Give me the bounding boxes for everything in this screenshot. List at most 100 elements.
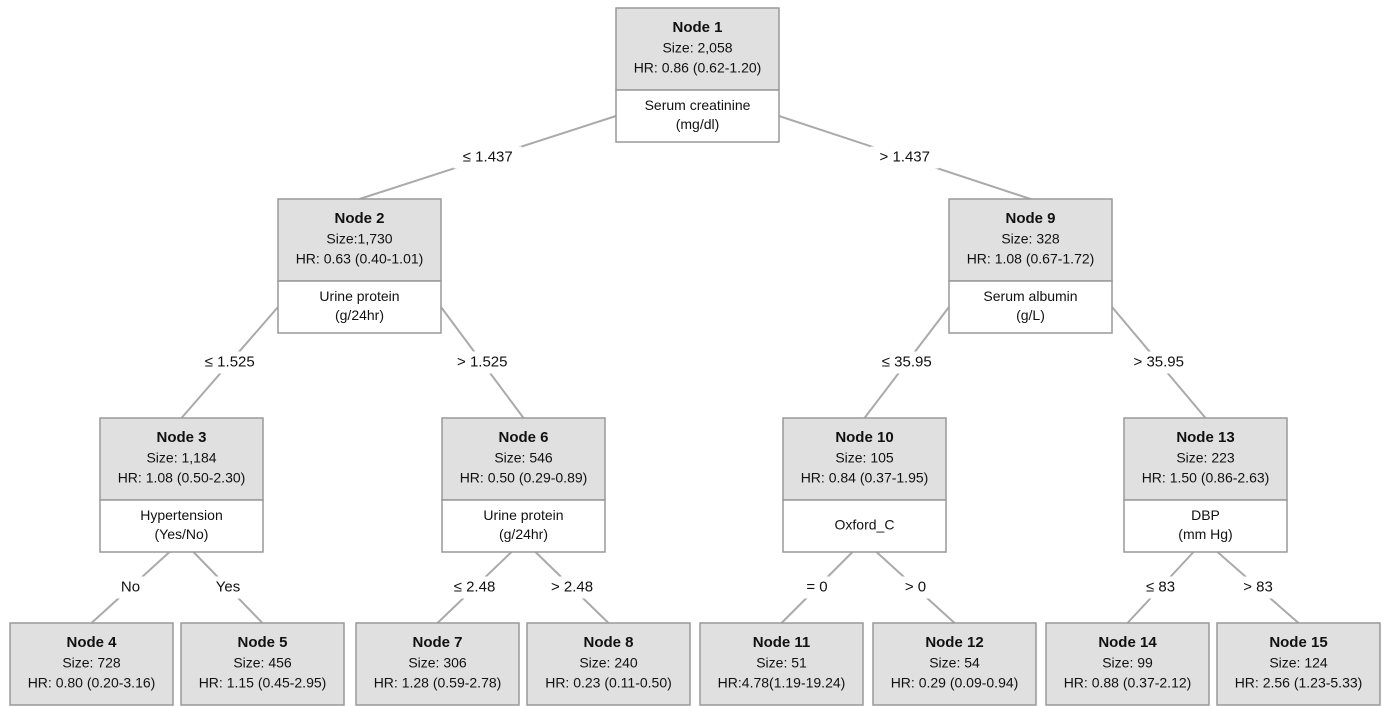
- node-header: [699, 622, 864, 706]
- label-bg: [444, 576, 505, 599]
- label-bg: [448, 351, 517, 374]
- node-header: [1216, 622, 1381, 706]
- branch-label: ≤ 83: [1146, 578, 1175, 595]
- split-variable: (mg/dl): [676, 116, 720, 132]
- node-size: Size: 105: [835, 450, 894, 466]
- label-bg: [542, 576, 602, 599]
- node: Node 8 Size: 240 HR: 0.23 (0.11-0.50): [526, 622, 691, 706]
- split-variable: DBP: [1191, 507, 1220, 523]
- branch-label: > 1.437: [880, 148, 930, 165]
- node-size: Size: 51: [756, 655, 807, 671]
- node-title: Node 6: [498, 429, 548, 446]
- node-title: Node 5: [237, 634, 287, 651]
- split-box: [782, 499, 947, 553]
- node-title: Node 9: [1005, 210, 1055, 227]
- branch-label: Yes: [216, 578, 240, 595]
- label-bg: [872, 351, 941, 374]
- node: Node 6 Size: 546 HR: 0.50 (0.29-0.89) Urine…: [441, 417, 606, 553]
- node-header: [355, 622, 520, 706]
- node-hr: HR: 0.29 (0.09-0.94): [891, 675, 1019, 691]
- branch-label: ≤ 1.525: [205, 353, 255, 370]
- node-header: [441, 417, 606, 501]
- label-bg: [1124, 351, 1193, 374]
- branch-label: > 1.525: [457, 353, 507, 370]
- split-box: [441, 499, 606, 553]
- split-box: [277, 280, 442, 334]
- node-hr: HR: 2.56 (1.23-5.33): [1235, 675, 1363, 691]
- node-header: [1123, 417, 1288, 501]
- split-box: [615, 89, 780, 143]
- label-bg: [210, 576, 246, 599]
- node-size: Size: 328: [1001, 231, 1060, 247]
- node-hr: HR: 1.15 (0.45-2.95): [199, 675, 327, 691]
- branch-label: = 0: [806, 578, 827, 595]
- node: Node 11 Size: 51 HR:4.78(1.19-19.24): [699, 622, 864, 706]
- node-title: Node 4: [66, 634, 117, 651]
- branch-label: ≤ 35.95: [882, 353, 932, 370]
- node-header: [782, 417, 947, 501]
- node-size: Size: 546: [494, 450, 553, 466]
- node-title: Node 12: [925, 634, 983, 651]
- node-hr: HR: 0.80 (0.20-3.16): [28, 675, 156, 691]
- split-variable: (g/24hr): [335, 307, 384, 323]
- branch-label: > 0: [905, 578, 926, 595]
- node-title: Node 3: [156, 429, 206, 446]
- node-title: Node 10: [835, 429, 893, 446]
- node-size: Size: 124: [1269, 655, 1328, 671]
- branch-label: No: [121, 578, 140, 595]
- node-hr: HR: 1.50 (0.86-2.63): [1142, 470, 1270, 486]
- node-title: Node 8: [583, 634, 633, 651]
- node-title: Node 13: [1176, 429, 1234, 446]
- branch-label: > 35.95: [1134, 353, 1184, 370]
- node-size: Size: 54: [929, 655, 980, 671]
- node-header: [99, 417, 264, 501]
- node-hr: HR:4.78(1.19-19.24): [718, 675, 846, 691]
- split-variable: (mm Hg): [1178, 526, 1232, 542]
- node-header: [277, 198, 442, 282]
- node-size: Size: 2,058: [662, 40, 732, 56]
- node: Node 14 Size: 99 HR: 0.88 (0.37-2.12): [1045, 622, 1210, 706]
- split-variable: Urine protein: [483, 507, 563, 523]
- node-title: Node 14: [1098, 634, 1157, 651]
- split-variable: (g/L): [1016, 307, 1045, 323]
- label-bg: [897, 576, 934, 599]
- node-hr: HR: 1.28 (0.59-2.78): [374, 675, 502, 691]
- node-header: [615, 7, 780, 91]
- split-box: [948, 280, 1113, 334]
- node-header: [9, 622, 174, 706]
- node-size: Size: 306: [408, 655, 467, 671]
- split-variable: Hypertension: [140, 507, 223, 523]
- node-size: Size: 223: [1176, 450, 1235, 466]
- node-size: Size:1,730: [326, 231, 392, 247]
- branch-label: > 83: [1243, 578, 1273, 595]
- label-bg: [453, 146, 522, 169]
- label-bg: [1138, 576, 1183, 599]
- node: Node 13 Size: 223 HR: 1.50 (0.86-2.63) DBP (…: [1123, 417, 1288, 553]
- node: Node 9 Size: 328 HR: 1.08 (0.67-1.72) Serum…: [948, 198, 1113, 334]
- node-hr: HR: 0.63 (0.40-1.01): [296, 251, 424, 267]
- split-variable: (Yes/No): [155, 526, 209, 542]
- node: Node 7 Size: 306 HR: 1.28 (0.59-2.78): [355, 622, 520, 706]
- node-header: [872, 622, 1037, 706]
- node: Node 10 Size: 105 HR: 0.84 (0.37-1.95) Oxfo…: [782, 417, 947, 553]
- split-box: [99, 499, 264, 553]
- node-hr: HR: 1.08 (0.50-2.30): [118, 470, 246, 486]
- branch-label: > 2.48: [551, 578, 593, 595]
- split-box: [1123, 499, 1288, 553]
- node: Node 12 Size: 54 HR: 0.29 (0.09-0.94): [872, 622, 1037, 706]
- split-variable: Oxford_C: [835, 517, 895, 533]
- label-bg: [116, 576, 145, 599]
- node: Node 1 Size: 2,058 HR: 0.86 (0.62-1.20) Ser…: [615, 7, 780, 143]
- node: Node 2 Size:1,730 HR: 0.63 (0.40-1.01) Urin…: [277, 198, 442, 334]
- node-size: Size: 1,184: [146, 450, 216, 466]
- node-size: Size: 728: [62, 655, 121, 671]
- branch-label: ≤ 2.48: [454, 578, 496, 595]
- node-header: [180, 622, 345, 706]
- node-hr: HR: 0.86 (0.62-1.20): [634, 60, 762, 76]
- node-title: Node 1: [672, 19, 722, 36]
- node: Node 4 Size: 728 HR: 0.80 (0.20-3.16): [9, 622, 174, 706]
- label-bg: [1236, 576, 1280, 599]
- node-header: [526, 622, 691, 706]
- split-variable: (g/24hr): [499, 526, 548, 542]
